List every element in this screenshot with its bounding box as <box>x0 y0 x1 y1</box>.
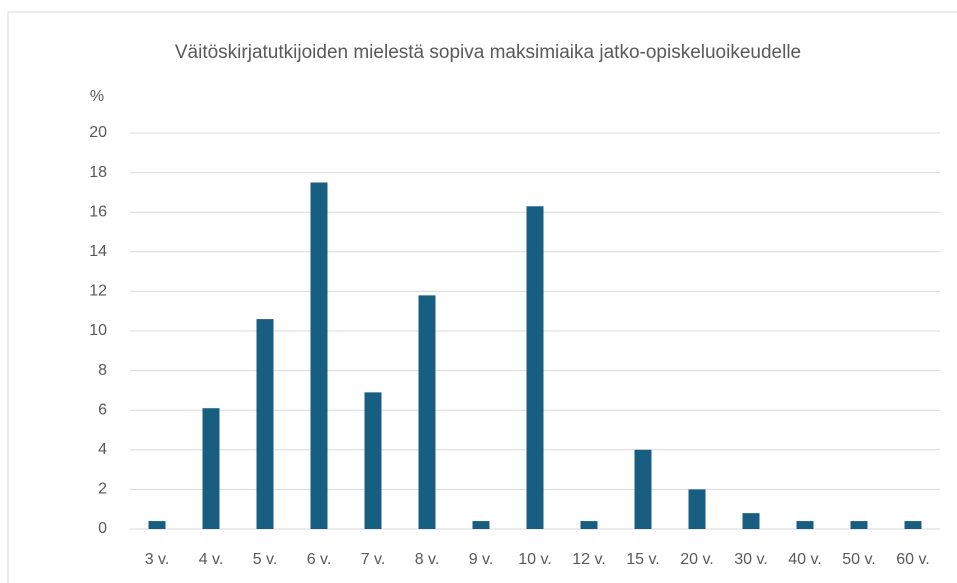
bar <box>742 513 760 529</box>
y-tick-label: 4 <box>98 441 107 458</box>
y-tick-label: 16 <box>89 203 107 220</box>
bar <box>310 182 328 529</box>
y-tick-label: 0 <box>98 520 107 537</box>
y-tick-label: 6 <box>98 401 107 418</box>
y-tick-label: 12 <box>89 283 107 300</box>
x-tick-label: 4 v. <box>199 551 224 568</box>
chart-border <box>7 11 957 583</box>
y-tick-label: 2 <box>98 481 107 498</box>
bar <box>364 392 382 529</box>
bar <box>418 295 436 529</box>
bar <box>850 521 868 529</box>
bar <box>634 449 652 529</box>
x-tick-label: 15 v. <box>626 551 660 568</box>
chart-title: Väitöskirjatutkijoiden mielestä sopiva m… <box>174 42 802 63</box>
x-tick-label: 9 v. <box>469 551 494 568</box>
bar <box>472 521 490 529</box>
x-tick-label: 20 v. <box>680 551 714 568</box>
bar <box>202 408 220 529</box>
x-tick-label: 40 v. <box>788 551 822 568</box>
y-tick-label: 18 <box>89 164 107 181</box>
x-tick-label: 30 v. <box>734 551 768 568</box>
y-tick-label: 20 <box>89 124 107 141</box>
x-tick-label: 60 v. <box>896 551 930 568</box>
bar <box>148 521 166 529</box>
bar <box>580 521 598 529</box>
bar <box>256 319 274 529</box>
y-axis-label: % <box>90 88 104 105</box>
bar <box>796 521 814 529</box>
x-tick-label: 50 v. <box>842 551 876 568</box>
x-tick-label: 12 v. <box>572 551 606 568</box>
y-tick-label: 8 <box>98 362 107 379</box>
bar <box>904 521 922 529</box>
x-tick-label: 7 v. <box>361 551 386 568</box>
bar <box>688 489 706 529</box>
y-tick-label: 14 <box>89 243 107 260</box>
x-tick-label: 5 v. <box>253 551 278 568</box>
x-tick-label: 6 v. <box>307 551 332 568</box>
bar <box>526 206 544 529</box>
x-tick-label: 3 v. <box>145 551 170 568</box>
x-tick-label: 10 v. <box>518 551 552 568</box>
x-tick-label: 8 v. <box>415 551 440 568</box>
y-tick-label: 10 <box>89 322 107 339</box>
